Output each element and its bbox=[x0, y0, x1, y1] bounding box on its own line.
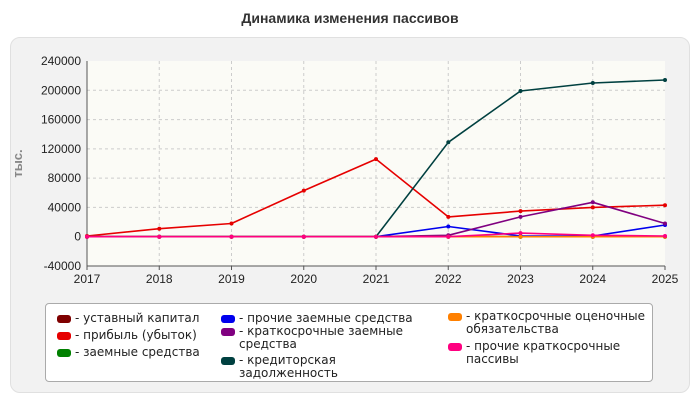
y-tick-label: 240000 bbox=[41, 54, 81, 68]
data-point bbox=[301, 188, 306, 193]
data-point bbox=[446, 234, 451, 239]
legend-item: - прочие заемные средства bbox=[221, 312, 436, 325]
x-tick-label: 2021 bbox=[363, 272, 390, 286]
data-point bbox=[85, 234, 89, 239]
legend-item: - прибыль (убыток) bbox=[57, 329, 207, 342]
y-tick-label: 0 bbox=[74, 230, 81, 244]
legend-label: - уставный капитал bbox=[75, 311, 200, 325]
x-tick-label: 2024 bbox=[579, 272, 606, 286]
y-tick-label: 40000 bbox=[48, 200, 82, 214]
legend-label: - прочие заемные средства bbox=[239, 311, 413, 325]
data-point bbox=[157, 226, 162, 231]
data-point bbox=[518, 231, 523, 236]
data-point bbox=[229, 234, 234, 239]
data-point bbox=[590, 233, 595, 238]
data-point bbox=[446, 140, 451, 145]
legend-item: - заемные средства bbox=[57, 346, 207, 359]
y-tick-label: 200000 bbox=[41, 83, 81, 97]
data-point bbox=[229, 221, 234, 226]
data-point bbox=[446, 214, 451, 219]
y-tick-label: 160000 bbox=[41, 113, 81, 127]
data-point bbox=[446, 224, 451, 229]
y-tick-label: 80000 bbox=[48, 171, 82, 185]
data-point bbox=[590, 81, 595, 85]
data-point bbox=[663, 203, 667, 208]
x-tick-label: 2019 bbox=[218, 272, 245, 286]
data-point bbox=[518, 214, 523, 219]
legend-item: - уставный капитал bbox=[57, 312, 207, 325]
y-tick-label: -40000 bbox=[44, 259, 82, 273]
data-point bbox=[590, 200, 595, 205]
legend-item: - прочие краткосрочные пассивы bbox=[448, 340, 648, 366]
data-point bbox=[374, 234, 378, 239]
legend-swatch bbox=[57, 332, 71, 340]
legend-item: - краткосрочные заемные средства bbox=[221, 325, 436, 351]
y-tick-label: 120000 bbox=[41, 142, 81, 156]
legend-label: - прочие краткосрочные пассивы bbox=[466, 339, 621, 366]
legend-label: - краткосрочные оценочные обязательства bbox=[466, 309, 645, 336]
chart-title: Динамика изменения пассивов bbox=[241, 10, 459, 26]
legend-swatch bbox=[448, 313, 462, 321]
legend-swatch bbox=[221, 315, 235, 323]
y-axis-label: тыс. bbox=[10, 149, 25, 177]
legend-swatch bbox=[57, 349, 71, 357]
data-point bbox=[663, 78, 667, 82]
data-point bbox=[157, 234, 162, 239]
data-point bbox=[663, 221, 667, 226]
legend: - уставный капитал - прибыль (убыток) - за… bbox=[45, 303, 653, 382]
x-tick-label: 2025 bbox=[652, 272, 679, 286]
data-point bbox=[518, 234, 523, 239]
legend-swatch bbox=[448, 343, 462, 351]
x-tick-label: 2018 bbox=[146, 272, 173, 286]
legend-swatch bbox=[221, 328, 235, 336]
x-tick-label: 2022 bbox=[435, 272, 462, 286]
legend-label: - заемные средства bbox=[75, 345, 200, 359]
legend-item: - краткосрочные оценочные обязательства bbox=[448, 310, 648, 336]
data-point bbox=[374, 157, 378, 162]
x-tick-label: 2023 bbox=[507, 272, 534, 286]
data-point bbox=[663, 234, 667, 238]
legend-swatch bbox=[221, 357, 235, 365]
data-point bbox=[518, 209, 523, 214]
data-point bbox=[590, 205, 595, 210]
data-point bbox=[518, 89, 523, 93]
data-point bbox=[301, 234, 306, 239]
legend-item: - кредиторская задолженность bbox=[221, 354, 436, 380]
legend-label: - кредиторская задолженность bbox=[239, 353, 338, 380]
x-tick-label: 2020 bbox=[290, 272, 317, 286]
legend-label: - прибыль (убыток) bbox=[75, 328, 197, 342]
x-tick-label: 2017 bbox=[74, 272, 101, 286]
legend-label: - краткосрочные заемные средства bbox=[239, 324, 403, 351]
legend-swatch bbox=[57, 315, 71, 323]
